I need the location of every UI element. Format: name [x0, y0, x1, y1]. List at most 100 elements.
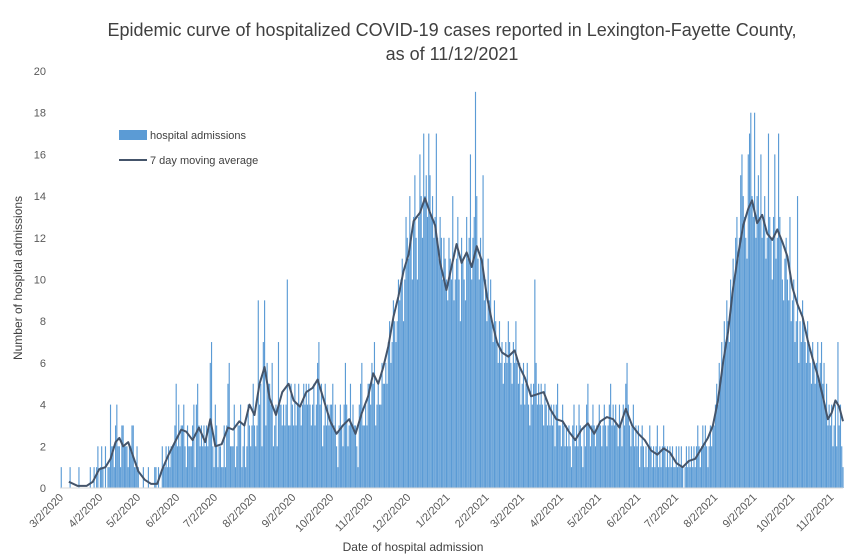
admission-bar [452, 196, 454, 488]
admission-bar [717, 404, 719, 488]
admission-bar [655, 446, 657, 488]
admission-bar [570, 467, 573, 488]
admission-bar [788, 300, 790, 488]
admission-bar [505, 342, 507, 488]
admission-bar [389, 321, 391, 488]
admission-bar [659, 446, 661, 488]
admission-bar [250, 446, 252, 488]
admission-bar [361, 362, 363, 488]
admission-bar [522, 362, 525, 488]
admission-bar [449, 258, 451, 488]
admission-bar [267, 383, 269, 488]
admission-bar [793, 279, 795, 488]
admission-bar [842, 467, 844, 488]
admission-bar [496, 342, 498, 488]
admission-bar [454, 279, 456, 488]
admission-bar [464, 300, 466, 488]
admission-bar [548, 404, 550, 488]
admission-bar [173, 446, 175, 488]
admission-bar [794, 342, 796, 488]
admission-bar [820, 342, 823, 488]
admission-bar [721, 342, 723, 488]
admission-bar [551, 425, 554, 488]
admission-bar [438, 258, 440, 488]
admission-bar [410, 237, 412, 488]
admission-bar [184, 446, 186, 488]
admission-bar [108, 467, 110, 488]
admission-bar [226, 425, 228, 488]
admission-bar [281, 425, 283, 488]
admission-bar [517, 383, 520, 488]
admission-bar [291, 404, 293, 488]
admission-bar [483, 300, 485, 488]
admission-bar [778, 133, 780, 489]
admission-bar [487, 258, 489, 488]
admission-bar [275, 404, 277, 488]
y-tick-label: 12 [34, 233, 46, 245]
admission-bar [324, 383, 326, 488]
admission-bar [605, 425, 607, 488]
admission-bar [815, 362, 818, 488]
admission-bar [732, 258, 734, 488]
admission-bar [255, 446, 257, 488]
admission-bar [327, 404, 329, 488]
admission-bar [444, 258, 446, 488]
admission-bar [194, 467, 196, 488]
admission-bar [746, 258, 748, 488]
admission-bar [373, 342, 376, 488]
admission-bar [492, 342, 494, 488]
admission-bar [303, 383, 305, 488]
admission-bar [419, 154, 421, 488]
admission-bar [248, 425, 251, 488]
admission-bar [476, 196, 478, 488]
admission-bar [650, 446, 652, 488]
admission-bar [472, 237, 474, 488]
admission-bar [554, 446, 556, 488]
y-tick-label: 20 [34, 66, 46, 78]
admission-bar [330, 404, 333, 488]
admission-bar [221, 467, 223, 488]
x-tick-label: 8/2/2021 [682, 492, 721, 531]
admission-bar [564, 446, 566, 488]
admission-bar [597, 425, 599, 488]
admission-bar [356, 446, 358, 488]
admission-bar [228, 362, 230, 488]
admission-bar [586, 404, 588, 488]
admission-bar [453, 300, 455, 488]
admission-bar [370, 404, 372, 488]
admission-bar [694, 467, 696, 488]
admission-bar [511, 383, 513, 488]
admission-bar [575, 425, 578, 488]
admission-bar [385, 362, 387, 488]
admission-bar [606, 446, 608, 488]
admission-bar [536, 404, 538, 488]
admission-bar [573, 404, 575, 488]
admission-bar [640, 446, 642, 488]
admission-bar [826, 383, 828, 488]
admission-bar [769, 216, 771, 488]
admission-bar [319, 404, 321, 488]
admission-bar [120, 467, 122, 488]
admission-bar [332, 383, 334, 488]
admission-bar [673, 467, 675, 488]
admission-bar [621, 446, 623, 488]
admission-bar [123, 446, 125, 488]
admission-bar [219, 446, 221, 488]
admission-bar [535, 362, 537, 488]
admission-bar [482, 175, 484, 488]
admission-bar [101, 446, 103, 488]
admission-bar [459, 321, 461, 488]
admission-bar [591, 425, 593, 488]
admission-bar [545, 404, 547, 488]
admission-bar [629, 425, 631, 488]
admission-bar [404, 279, 406, 488]
admission-bar [247, 404, 249, 488]
admission-bar [420, 196, 422, 488]
admission-bar [772, 216, 775, 488]
admission-bar [164, 467, 166, 488]
x-tick-label: 1/2/2021 [414, 492, 453, 531]
admission-bar [261, 446, 263, 488]
y-tick-label: 6 [40, 358, 46, 370]
admission-bar [343, 404, 345, 488]
y-tick-label: 0 [40, 483, 46, 495]
